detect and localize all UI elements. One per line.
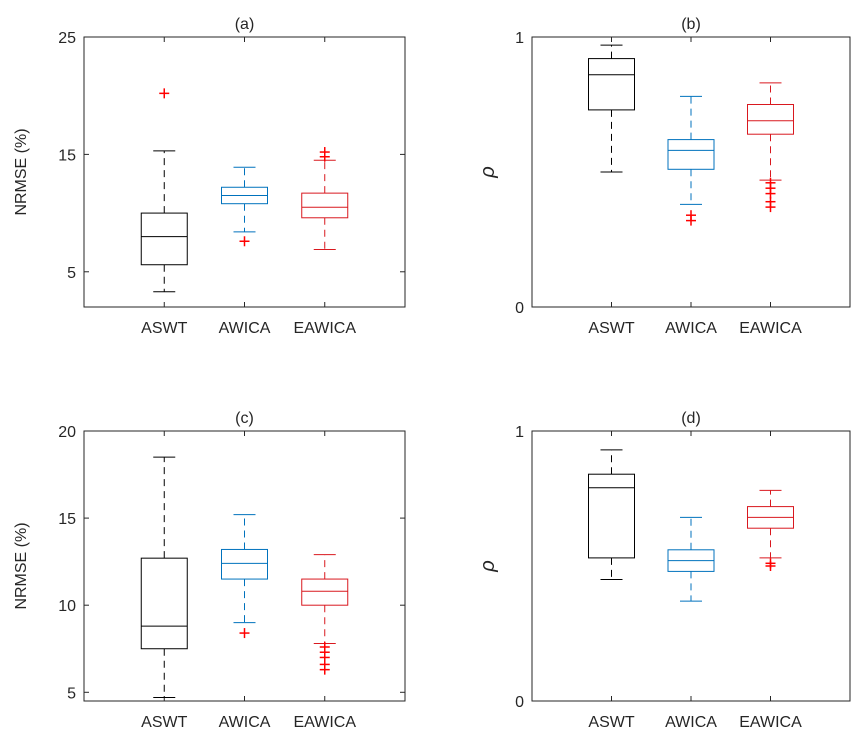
- box-aswt: [588, 44, 635, 173]
- box-awica: [667, 516, 715, 602]
- outlier-marker: [319, 147, 330, 158]
- x-tick-label: ASWT: [141, 714, 187, 731]
- y-tick-label: 1: [515, 30, 524, 47]
- y-tick-label: 0: [515, 300, 524, 317]
- y-axis-label: NRMSE (%): [13, 522, 30, 609]
- axes-frame: [83, 430, 406, 702]
- x-tick-label: ASWT: [588, 714, 634, 731]
- iqr-box: [140, 212, 188, 266]
- y-tick-label: 5: [67, 685, 76, 702]
- y-tick-label: 5: [67, 265, 76, 282]
- iqr-box: [221, 548, 268, 580]
- iqr-box: [588, 473, 635, 559]
- x-tick-label: EAWICA: [739, 320, 802, 337]
- x-tick-label: EAWICA: [739, 714, 802, 731]
- x-tick-label: AWICA: [665, 320, 717, 337]
- x-tick-label: AWICA: [219, 320, 271, 337]
- y-tick-label: 25: [58, 30, 76, 47]
- outlier-marker: [686, 210, 696, 221]
- chart-title: (a): [235, 16, 255, 33]
- outlier-marker: [159, 88, 170, 99]
- box-eawica: [747, 82, 794, 213]
- y-axis-label: ρ: [477, 560, 499, 572]
- y-tick-label: 0: [515, 694, 524, 711]
- panel-3: 5 10 15 20 ASWT AWICA EAWICA (c) NRMSE (%): [13, 410, 406, 731]
- x-tick-label: ASWT: [141, 320, 187, 337]
- box-aswt: [140, 88, 188, 293]
- x-tick-label: EAWICA: [293, 320, 356, 337]
- outlier-marker: [239, 236, 250, 247]
- y-tick-label: 10: [58, 598, 76, 615]
- iqr-box: [301, 578, 349, 606]
- iqr-box: [140, 557, 188, 650]
- x-tick-label: ASWT: [588, 320, 634, 337]
- iqr-box: [667, 139, 715, 170]
- box-aswt: [140, 456, 188, 699]
- iqr-box: [588, 58, 635, 111]
- box-eawica: [301, 554, 349, 675]
- box-aswt: [588, 449, 635, 580]
- y-tick-label: 15: [58, 147, 76, 164]
- outlier-marker: [239, 628, 250, 639]
- panel-4: 0 1 ASWT AWICA EAWICA (d) ρ: [477, 410, 851, 731]
- chart-title: (d): [681, 410, 701, 427]
- x-tick-label: EAWICA: [293, 714, 356, 731]
- y-tick-label: 20: [58, 424, 76, 441]
- outlier-marker: [765, 177, 776, 188]
- y-axis-label: NRMSE (%): [13, 128, 30, 215]
- chart-title: (c): [235, 410, 254, 427]
- axes-frame: [531, 430, 851, 702]
- box-awica: [667, 95, 715, 226]
- panel-2: 0 1 ASWT AWICA EAWICA (b) ρ: [477, 16, 851, 337]
- box-eawica: [747, 489, 794, 571]
- y-axis-label: ρ: [477, 166, 499, 178]
- panel-1: 5 15 25 ASWT AWICA EAWICA (a) NRMSE (%): [13, 16, 406, 337]
- chart-title: (b): [681, 16, 701, 33]
- outlier-marker: [765, 558, 776, 569]
- iqr-box: [747, 104, 794, 135]
- y-tick-label: 1: [515, 424, 524, 441]
- box-eawica: [301, 147, 349, 250]
- outlier-marker: [319, 642, 330, 652]
- box-awica: [221, 514, 268, 639]
- x-tick-label: AWICA: [665, 714, 717, 731]
- y-tick-label: 15: [58, 511, 76, 528]
- iqr-box: [301, 192, 349, 219]
- box-awica: [221, 166, 268, 247]
- x-tick-label: AWICA: [219, 714, 271, 731]
